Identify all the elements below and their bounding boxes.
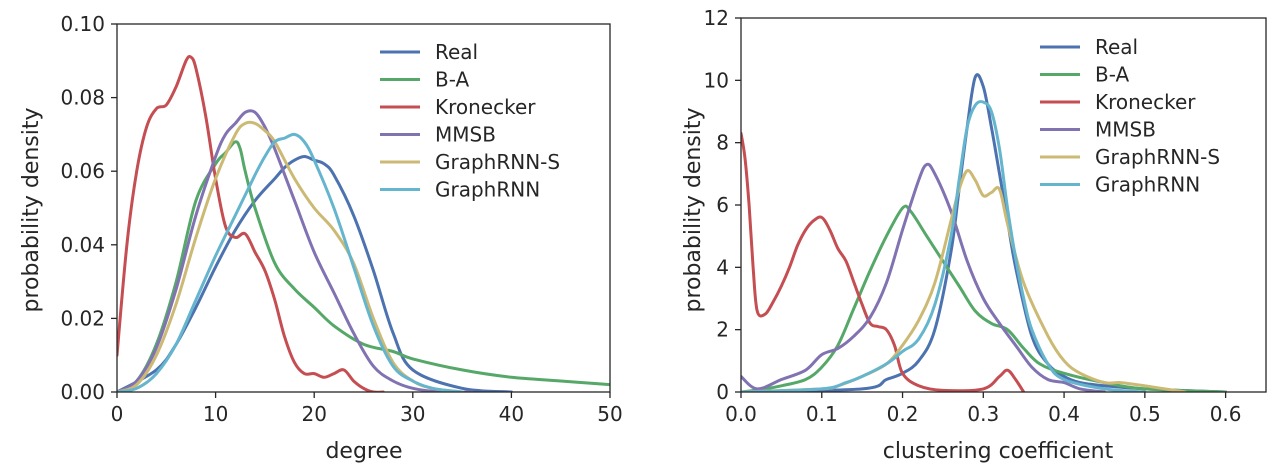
legend-label: Real bbox=[435, 40, 478, 64]
y-tick-label: 0.10 bbox=[60, 12, 105, 36]
legend-label: B-A bbox=[1095, 63, 1129, 87]
y-tick-label: 4 bbox=[716, 255, 729, 279]
y-tick-label: 0.06 bbox=[60, 159, 105, 183]
x-tick-label: 40 bbox=[499, 402, 524, 426]
y-tick-label: 12 bbox=[704, 6, 729, 30]
x-tick-label: 0.1 bbox=[806, 402, 838, 426]
plot-frame bbox=[116, 23, 611, 393]
legend-label: B-A bbox=[435, 68, 469, 92]
legend-label: GraphRNN bbox=[1095, 173, 1200, 197]
series-line-graphrnn bbox=[117, 132, 464, 392]
series-line-kronecker bbox=[741, 131, 1026, 392]
series-line-real bbox=[741, 73, 1228, 392]
legend-label: GraphRNN-S bbox=[1095, 145, 1220, 169]
x-tick-label: 0.5 bbox=[1129, 402, 1161, 426]
legend: Real B-A Kronecker MMSB GraphRNN-S GraphRNN bbox=[1040, 35, 1220, 197]
clustering-coefficient-chart: clustering coefficient probability densi… bbox=[681, 6, 1267, 464]
series-line-graphrnn-s bbox=[117, 120, 464, 392]
legend-label: GraphRNN-S bbox=[435, 150, 560, 174]
legend-label: Kronecker bbox=[1095, 90, 1196, 114]
x-tick-label: 20 bbox=[301, 402, 326, 426]
y-tick-label: 0.04 bbox=[60, 233, 105, 257]
x-tick-label: 0.4 bbox=[1048, 402, 1080, 426]
x-axis-label: clustering coefficient bbox=[883, 439, 1114, 464]
series-lines bbox=[741, 73, 1228, 392]
x-tick-label: 0 bbox=[111, 402, 124, 426]
degree-distribution-chart: degree probability density 0 10 20 30 40 50 0.… bbox=[19, 12, 623, 464]
series-line-graphrnn-s bbox=[741, 169, 1187, 392]
series-line-b-a bbox=[741, 204, 1228, 392]
legend-label: MMSB bbox=[435, 123, 496, 147]
x-tick-label: 0.6 bbox=[1210, 402, 1242, 426]
x-tick-label: 0.3 bbox=[967, 402, 999, 426]
y-tick-label: 10 bbox=[704, 68, 729, 92]
legend-label: Real bbox=[1095, 35, 1138, 59]
legend-label: GraphRNN bbox=[435, 178, 540, 202]
series-line-graphrnn bbox=[741, 100, 1147, 392]
y-axis-label: probability density bbox=[681, 107, 706, 312]
x-tick-label: 10 bbox=[203, 402, 228, 426]
x-tick-label: 0.2 bbox=[887, 402, 919, 426]
x-tick-label: 30 bbox=[400, 402, 425, 426]
legend-label: Kronecker bbox=[435, 95, 536, 119]
series-line-mmsb bbox=[741, 162, 1106, 392]
y-axis-label: probability density bbox=[19, 107, 44, 312]
y-tick-label: 0.02 bbox=[60, 306, 105, 330]
y-tick-label: 6 bbox=[716, 193, 729, 217]
legend-label: MMSB bbox=[1095, 118, 1156, 142]
series-line-mmsb bbox=[117, 109, 474, 392]
y-tick-label: 0.00 bbox=[60, 380, 105, 404]
y-tick-label: 0 bbox=[716, 380, 729, 404]
y-tick-label: 2 bbox=[716, 318, 729, 342]
y-tick-label: 0.08 bbox=[60, 86, 105, 110]
series-line-kronecker bbox=[117, 54, 385, 392]
series-line-b-a bbox=[117, 140, 610, 392]
series-lines bbox=[117, 54, 610, 392]
x-tick-label: 0.0 bbox=[725, 402, 757, 426]
legend: Real B-A Kronecker MMSB GraphRNN-S GraphRNN bbox=[380, 40, 560, 202]
y-tick-label: 8 bbox=[716, 131, 729, 155]
x-axis-label: degree bbox=[325, 439, 402, 464]
x-tick-label: 50 bbox=[597, 402, 622, 426]
series-line-real bbox=[117, 155, 513, 392]
